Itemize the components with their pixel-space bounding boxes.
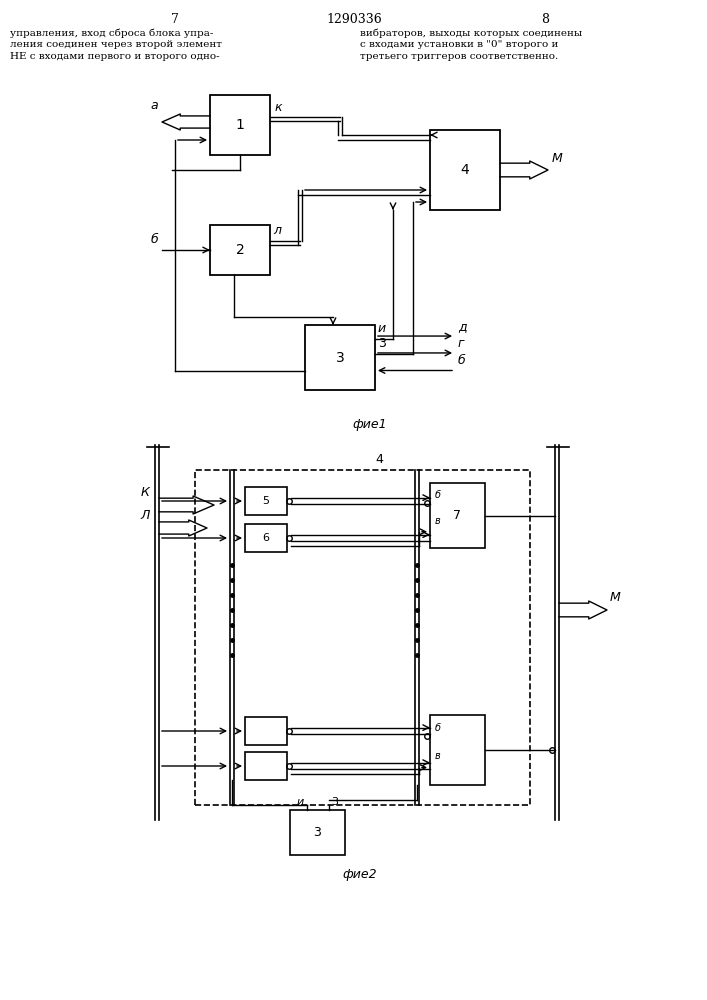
- Text: к: к: [275, 101, 283, 114]
- Text: 3: 3: [332, 797, 339, 807]
- Text: вибраторов, выходы которых соединены
с входами установки в "0" второго и
третьег: вибраторов, выходы которых соединены с в…: [360, 28, 583, 61]
- Text: 2: 2: [235, 243, 245, 257]
- Text: а: а: [151, 99, 158, 112]
- Bar: [245, 487, 287, 515]
- Text: и: и: [378, 322, 386, 335]
- Text: 1: 1: [235, 118, 245, 132]
- Text: управления, вход сброса блока упра-
ления соединен через второй элемент
НЕ с вхо: управления, вход сброса блока упра- лени…: [10, 28, 222, 61]
- Bar: [430, 715, 485, 785]
- Text: Л: Л: [141, 509, 150, 522]
- Text: 7: 7: [171, 13, 179, 26]
- Text: 6: 6: [262, 533, 269, 543]
- Text: 3: 3: [378, 337, 386, 350]
- Bar: [210, 225, 270, 275]
- Bar: [210, 95, 270, 155]
- Text: 1290336: 1290336: [326, 13, 382, 26]
- Text: М: М: [552, 152, 563, 165]
- Text: б: б: [458, 355, 466, 367]
- Text: и: и: [296, 797, 303, 807]
- Bar: [245, 752, 287, 780]
- Text: в: в: [435, 751, 440, 761]
- Text: 5: 5: [262, 496, 269, 506]
- Text: фие1: фие1: [353, 418, 387, 431]
- Bar: [305, 325, 375, 390]
- Bar: [430, 130, 500, 210]
- Text: б: б: [435, 490, 441, 500]
- Text: фие2: фие2: [343, 868, 378, 881]
- Bar: [195, 470, 530, 805]
- Text: б: б: [151, 233, 158, 246]
- Bar: [430, 483, 485, 548]
- Text: К: К: [141, 486, 150, 499]
- Text: 7: 7: [453, 509, 462, 522]
- Text: л: л: [273, 225, 281, 237]
- Text: М: М: [610, 591, 621, 604]
- Text: 8: 8: [541, 13, 549, 26]
- Text: 4: 4: [375, 453, 383, 466]
- Text: б: б: [435, 723, 441, 733]
- Bar: [245, 717, 287, 745]
- Text: г: г: [458, 337, 464, 350]
- Text: в: в: [435, 516, 440, 526]
- Bar: [290, 810, 345, 855]
- Text: 3: 3: [336, 351, 344, 364]
- Text: д: д: [458, 320, 467, 333]
- Text: 3: 3: [314, 826, 322, 839]
- Text: 4: 4: [461, 163, 469, 177]
- Bar: [245, 524, 287, 552]
